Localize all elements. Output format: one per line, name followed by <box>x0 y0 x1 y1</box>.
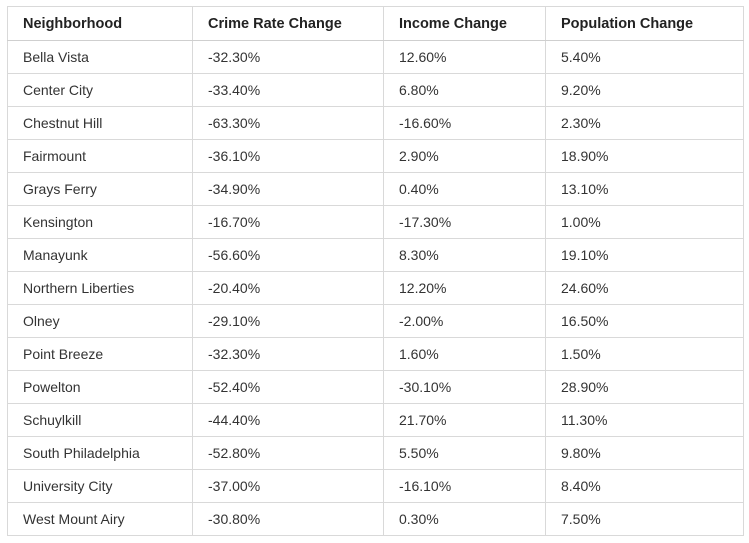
cell-neighborhood: Northern Liberties <box>7 271 193 305</box>
table-row: Manayunk -56.60% 8.30% 19.10% <box>7 238 744 272</box>
neighborhood-table-container: Neighborhood Crime Rate Change Income Ch… <box>7 6 744 536</box>
table-row: Olney -29.10% -2.00% 16.50% <box>7 304 744 338</box>
cell-income-change: -30.10% <box>383 370 546 404</box>
table-row: Grays Ferry -34.90% 0.40% 13.10% <box>7 172 744 206</box>
table-row: Center City -33.40% 6.80% 9.20% <box>7 73 744 107</box>
cell-neighborhood: Kensington <box>7 205 193 239</box>
cell-neighborhood: Chestnut Hill <box>7 106 193 140</box>
cell-crime-rate-change: -29.10% <box>192 304 384 338</box>
cell-income-change: -16.60% <box>383 106 546 140</box>
cell-income-change: 5.50% <box>383 436 546 470</box>
cell-population-change: 16.50% <box>545 304 744 338</box>
cell-income-change: 12.60% <box>383 40 546 74</box>
table-row: Fairmount -36.10% 2.90% 18.90% <box>7 139 744 173</box>
cell-crime-rate-change: -32.30% <box>192 40 384 74</box>
table-body: Bella Vista -32.30% 12.60% 5.40% Center City… <box>7 40 744 536</box>
table-row: Schuylkill -44.40% 21.70% 11.30% <box>7 403 744 437</box>
cell-population-change: 7.50% <box>545 502 744 536</box>
header-neighborhood: Neighborhood <box>7 6 193 41</box>
cell-population-change: 9.80% <box>545 436 744 470</box>
cell-crime-rate-change: -34.90% <box>192 172 384 206</box>
cell-crime-rate-change: -63.30% <box>192 106 384 140</box>
cell-income-change: -2.00% <box>383 304 546 338</box>
cell-neighborhood: Point Breeze <box>7 337 193 371</box>
table-row: Northern Liberties -20.40% 12.20% 24.60% <box>7 271 744 305</box>
cell-crime-rate-change: -52.80% <box>192 436 384 470</box>
table-row: Chestnut Hill -63.30% -16.60% 2.30% <box>7 106 744 140</box>
cell-population-change: 8.40% <box>545 469 744 503</box>
table-row: West Mount Airy -30.80% 0.30% 7.50% <box>7 502 744 536</box>
cell-neighborhood: Grays Ferry <box>7 172 193 206</box>
cell-neighborhood: Powelton <box>7 370 193 404</box>
cell-neighborhood: Manayunk <box>7 238 193 272</box>
cell-crime-rate-change: -20.40% <box>192 271 384 305</box>
cell-population-change: 28.90% <box>545 370 744 404</box>
cell-population-change: 1.00% <box>545 205 744 239</box>
cell-income-change: 8.30% <box>383 238 546 272</box>
cell-income-change: -16.10% <box>383 469 546 503</box>
cell-population-change: 11.30% <box>545 403 744 437</box>
cell-population-change: 24.60% <box>545 271 744 305</box>
cell-income-change: 12.20% <box>383 271 546 305</box>
table-row: University City -37.00% -16.10% 8.40% <box>7 469 744 503</box>
cell-neighborhood: South Philadelphia <box>7 436 193 470</box>
table-row: Bella Vista -32.30% 12.60% 5.40% <box>7 40 744 74</box>
header-population-change: Population Change <box>545 6 744 41</box>
header-row: Neighborhood Crime Rate Change Income Ch… <box>7 6 744 41</box>
cell-crime-rate-change: -36.10% <box>192 139 384 173</box>
cell-crime-rate-change: -56.60% <box>192 238 384 272</box>
cell-crime-rate-change: -37.00% <box>192 469 384 503</box>
cell-population-change: 2.30% <box>545 106 744 140</box>
cell-crime-rate-change: -44.40% <box>192 403 384 437</box>
cell-neighborhood: Bella Vista <box>7 40 193 74</box>
cell-neighborhood: Schuylkill <box>7 403 193 437</box>
cell-income-change: 1.60% <box>383 337 546 371</box>
cell-neighborhood: University City <box>7 469 193 503</box>
header-income-change: Income Change <box>383 6 546 41</box>
header-crime-rate-change: Crime Rate Change <box>192 6 384 41</box>
cell-crime-rate-change: -30.80% <box>192 502 384 536</box>
cell-income-change: -17.30% <box>383 205 546 239</box>
cell-income-change: 0.40% <box>383 172 546 206</box>
table-header: Neighborhood Crime Rate Change Income Ch… <box>7 6 744 41</box>
cell-population-change: 19.10% <box>545 238 744 272</box>
cell-income-change: 6.80% <box>383 73 546 107</box>
table-row: Kensington -16.70% -17.30% 1.00% <box>7 205 744 239</box>
table-row: South Philadelphia -52.80% 5.50% 9.80% <box>7 436 744 470</box>
cell-income-change: 2.90% <box>383 139 546 173</box>
cell-crime-rate-change: -33.40% <box>192 73 384 107</box>
cell-population-change: 13.10% <box>545 172 744 206</box>
neighborhood-change-table: Neighborhood Crime Rate Change Income Ch… <box>7 6 744 536</box>
table-row: Powelton -52.40% -30.10% 28.90% <box>7 370 744 404</box>
cell-population-change: 18.90% <box>545 139 744 173</box>
cell-neighborhood: Center City <box>7 73 193 107</box>
cell-income-change: 0.30% <box>383 502 546 536</box>
cell-population-change: 5.40% <box>545 40 744 74</box>
table-row: Point Breeze -32.30% 1.60% 1.50% <box>7 337 744 371</box>
cell-crime-rate-change: -32.30% <box>192 337 384 371</box>
cell-neighborhood: West Mount Airy <box>7 502 193 536</box>
cell-income-change: 21.70% <box>383 403 546 437</box>
cell-population-change: 1.50% <box>545 337 744 371</box>
cell-crime-rate-change: -52.40% <box>192 370 384 404</box>
cell-crime-rate-change: -16.70% <box>192 205 384 239</box>
cell-population-change: 9.20% <box>545 73 744 107</box>
cell-neighborhood: Fairmount <box>7 139 193 173</box>
cell-neighborhood: Olney <box>7 304 193 338</box>
